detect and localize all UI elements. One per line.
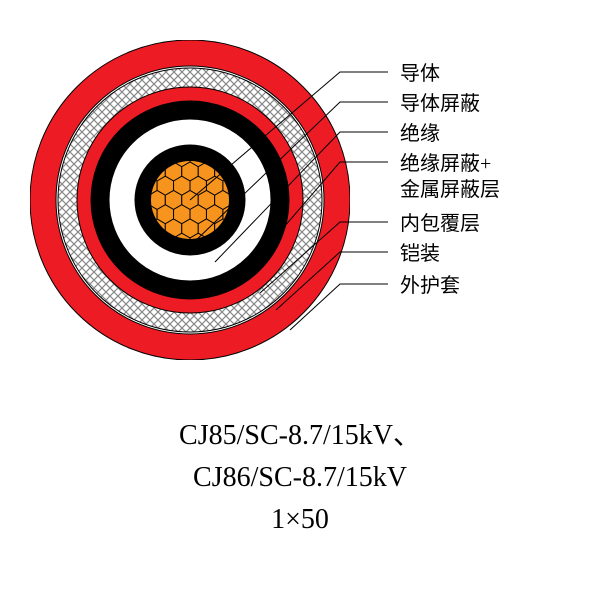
caption-line-2: CJ86/SC-8.7/15kV: [0, 457, 600, 499]
cable-cross-section: [30, 40, 350, 360]
caption-line-1: CJ85/SC-8.7/15kV、: [0, 415, 600, 457]
label-inner-covering: 内包覆层: [400, 212, 480, 236]
label-insulation-shield: 绝缘屏蔽+: [400, 152, 491, 176]
caption-block: CJ85/SC-8.7/15kV、 CJ86/SC-8.7/15kV 1×50: [0, 415, 600, 541]
label-conductor-shield: 导体屏蔽: [400, 92, 480, 116]
label-outer-sheath: 外护套: [400, 274, 460, 298]
label-armor: 铠装: [400, 242, 440, 266]
label-insulation-shield-line2: 金属屏蔽层: [400, 178, 500, 202]
diagram-area: 导体导体屏蔽绝缘绝缘屏蔽+金属屏蔽层内包覆层铠装外护套: [30, 30, 570, 390]
caption-line-3: 1×50: [0, 499, 600, 541]
cable-svg: [30, 40, 350, 360]
label-insulation: 绝缘: [400, 122, 440, 146]
label-conductor: 导体: [400, 62, 440, 86]
